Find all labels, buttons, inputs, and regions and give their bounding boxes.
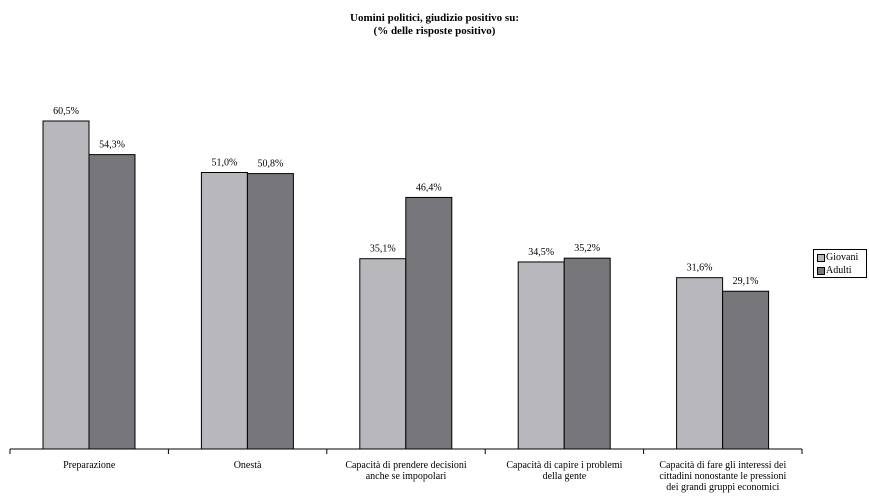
bar-giovani-2	[359, 258, 407, 450]
bar-adulti-4	[722, 290, 770, 450]
data-label-adulti-1: 50,8%	[257, 159, 283, 170]
x-tick-label-1-0: Onestà	[234, 460, 262, 471]
x-tick-label-3-0: Capacità di capire i problemi	[506, 460, 622, 471]
bar-adulti-2	[405, 196, 453, 450]
data-label-adulti-3: 35,2%	[574, 243, 600, 254]
data-label-adulti-2: 46,4%	[416, 182, 442, 193]
x-tick-label-3-1: della gente	[543, 471, 587, 482]
legend-swatch-giovani	[817, 253, 825, 262]
data-label-giovani-1: 51,0%	[211, 158, 237, 169]
data-label-giovani-4: 31,6%	[687, 263, 713, 274]
bar-giovani-4	[676, 277, 724, 450]
bar-giovani-3	[517, 261, 565, 450]
x-tick-label-4-1: cittadini nonostante le pressioni	[659, 471, 786, 482]
data-label-giovani-0: 60,5%	[53, 106, 79, 117]
legend-label-adulti: Adulti	[826, 265, 852, 276]
bar-giovani-1	[200, 172, 248, 450]
x-tick-label-0-0: Preparazione	[63, 460, 116, 471]
legend-item-adulti: Adulti	[817, 264, 866, 277]
legend-item-giovani: Giovani	[817, 251, 866, 264]
legend-label-giovani: Giovani	[826, 252, 859, 263]
chart-title-block: Uomini politici, giudizio positivo su: (…	[0, 12, 869, 38]
x-tick-label-2-1: anche se impopolari	[366, 471, 447, 482]
bar-adulti-3	[563, 257, 611, 450]
x-tick-label-2-0: Capacità di prendere decisioni	[345, 460, 467, 471]
bar-giovani-0	[42, 120, 90, 450]
chart-title: Uomini politici, giudizio positivo su:	[350, 12, 519, 24]
bar-adulti-1	[246, 173, 294, 450]
x-tick-label-4-2: dei grandi gruppi economici	[666, 482, 779, 493]
chart-subtitle: (% delle risposte positivo)	[373, 25, 496, 37]
legend-swatch-adulti	[817, 266, 825, 275]
data-label-giovani-2: 35,1%	[370, 244, 396, 255]
data-label-giovani-3: 34,5%	[528, 247, 554, 258]
legend: Giovani Adulti	[813, 249, 867, 278]
data-label-adulti-0: 54,3%	[99, 140, 125, 151]
data-label-adulti-4: 29,1%	[733, 276, 759, 287]
bar-adulti-0	[88, 154, 136, 450]
x-tick-label-4-0: Capacità di fare gli interessi dei	[659, 460, 786, 471]
